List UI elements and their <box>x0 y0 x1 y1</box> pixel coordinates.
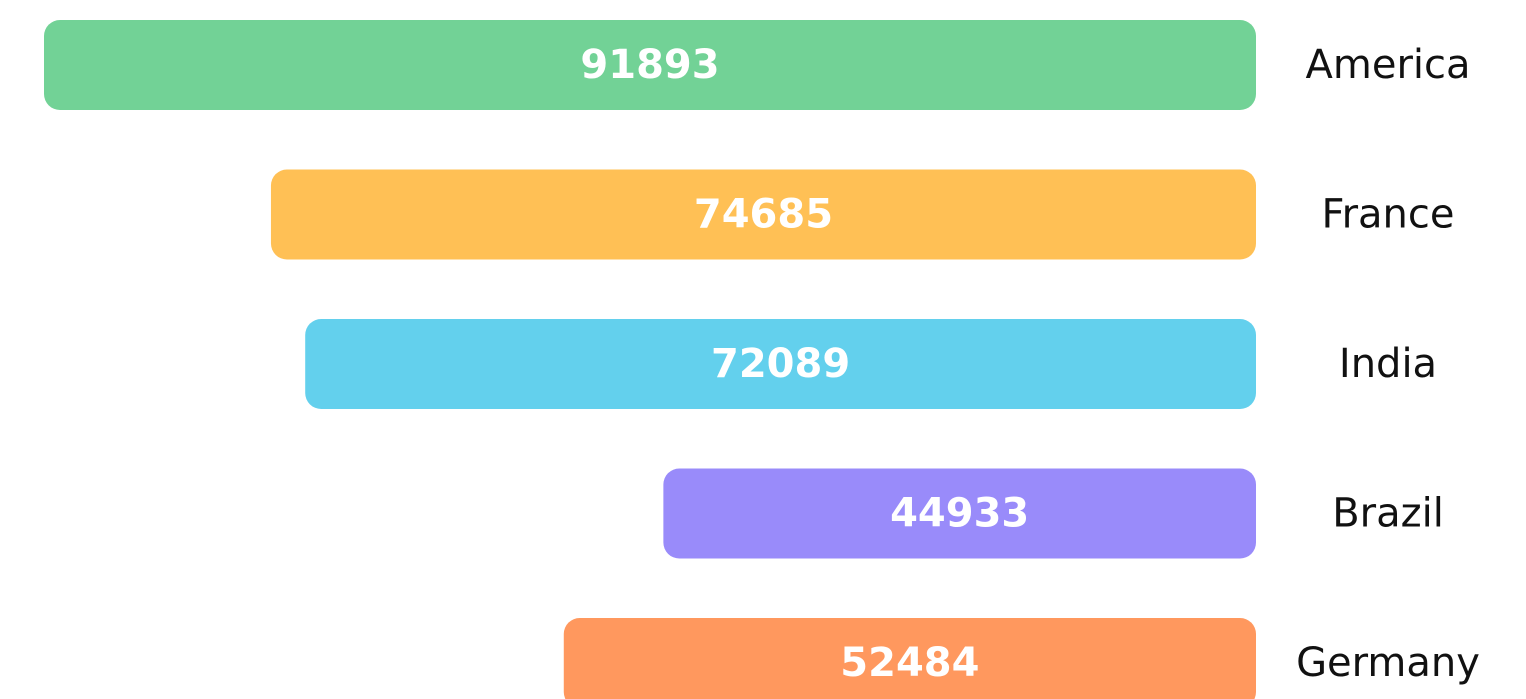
category-label: France <box>1321 192 1454 238</box>
category-label: Germany <box>1296 640 1480 686</box>
value-label: 44933 <box>890 491 1029 537</box>
category-label: Brazil <box>1332 491 1444 537</box>
value-label: 72089 <box>711 341 850 387</box>
bar <box>663 468 1256 559</box>
bar <box>270 169 1256 260</box>
bar <box>44 20 1256 110</box>
value-label: 52484 <box>840 640 979 686</box>
value-label: 91893 <box>580 42 719 88</box>
bar <box>563 618 1256 699</box>
category-label: America <box>1306 42 1471 88</box>
category-label: India <box>1339 341 1437 387</box>
bar <box>305 319 1256 409</box>
value-label: 74685 <box>694 192 833 238</box>
